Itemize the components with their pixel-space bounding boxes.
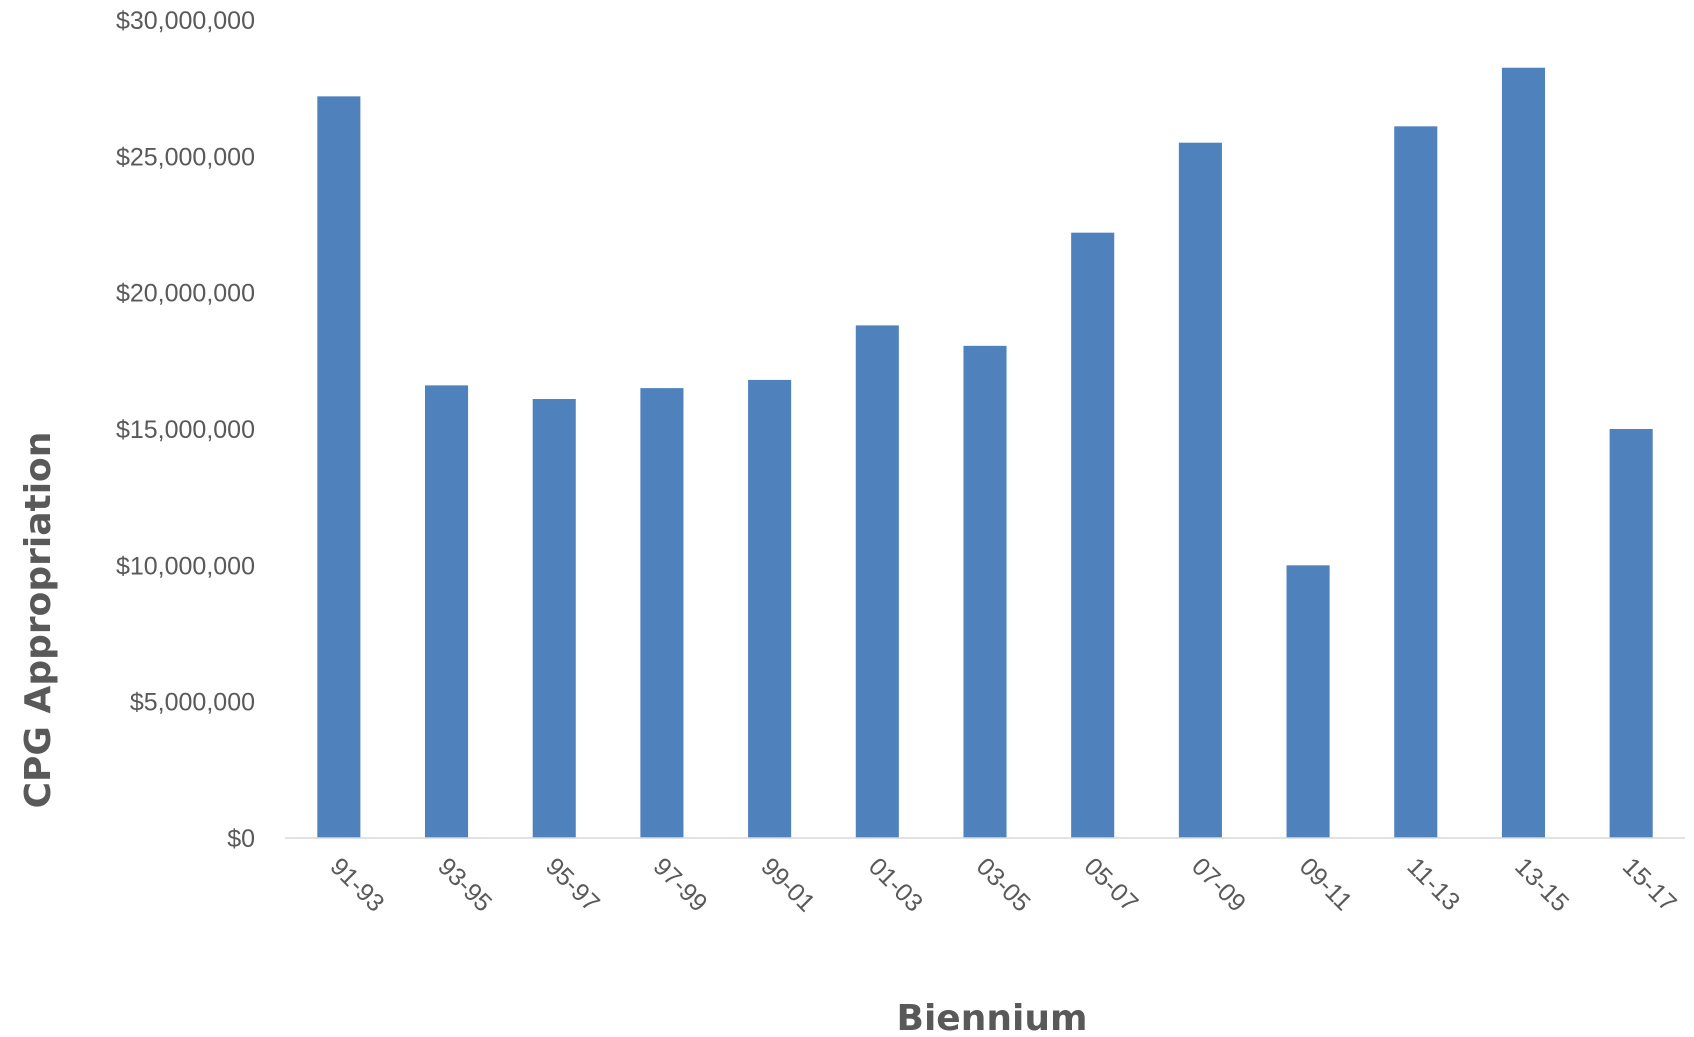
bar-11-13 <box>1394 126 1438 839</box>
bar-09-11 <box>1286 565 1330 838</box>
x-tick-label: 03-05 <box>971 852 1036 917</box>
bar-15-17 <box>1609 429 1653 838</box>
y-tick-label: $25,000,000 <box>116 143 255 171</box>
x-tick-label: 11-13 <box>1402 852 1466 916</box>
x-tick-label: 99-01 <box>755 852 820 917</box>
x-tick-label: 91-93 <box>325 852 390 917</box>
y-tick-label: $10,000,000 <box>116 552 255 580</box>
bar-97-99 <box>640 388 684 838</box>
x-tick-label: 93-95 <box>432 852 497 917</box>
bar-07-09 <box>1178 142 1222 838</box>
x-axis-title: Biennium <box>897 998 1088 1037</box>
bars-group <box>317 67 1653 839</box>
bar-03-05 <box>963 345 1007 838</box>
x-tick-label: 09-11 <box>1294 852 1358 916</box>
x-tick-label: 97-99 <box>648 852 713 917</box>
y-axis-title: CPG Appropriation <box>18 432 59 809</box>
y-tick-label: $0 <box>227 825 255 853</box>
x-tick-labels: 91-93 93-95 95-97 97-99 99-01 01-03 03-05 05-07… <box>325 852 1682 917</box>
bar-01-03 <box>855 325 899 838</box>
y-tick-labels: $0 $5,000,000 $10,000,000 $15,000,000 $20,00… <box>116 7 255 853</box>
bar-13-15 <box>1501 67 1545 839</box>
x-tick-label: 01-03 <box>863 852 928 917</box>
y-tick-label: $5,000,000 <box>130 689 255 717</box>
x-tick-label: 05-07 <box>1078 852 1143 917</box>
bar-95-97 <box>532 399 576 838</box>
bar-93-95 <box>425 385 469 838</box>
y-tick-label: $20,000,000 <box>116 280 255 308</box>
x-tick-label: 07-09 <box>1186 852 1251 917</box>
x-tick-label: 13-15 <box>1509 852 1574 917</box>
bar-99-01 <box>748 379 792 838</box>
bar-05-07 <box>1071 232 1115 838</box>
x-tick-label: 95-97 <box>540 852 605 917</box>
bar-91-93 <box>317 96 361 839</box>
y-tick-label: $15,000,000 <box>116 416 255 444</box>
x-tick-label: 15-17 <box>1617 852 1682 917</box>
y-tick-label: $30,000,000 <box>116 7 255 35</box>
